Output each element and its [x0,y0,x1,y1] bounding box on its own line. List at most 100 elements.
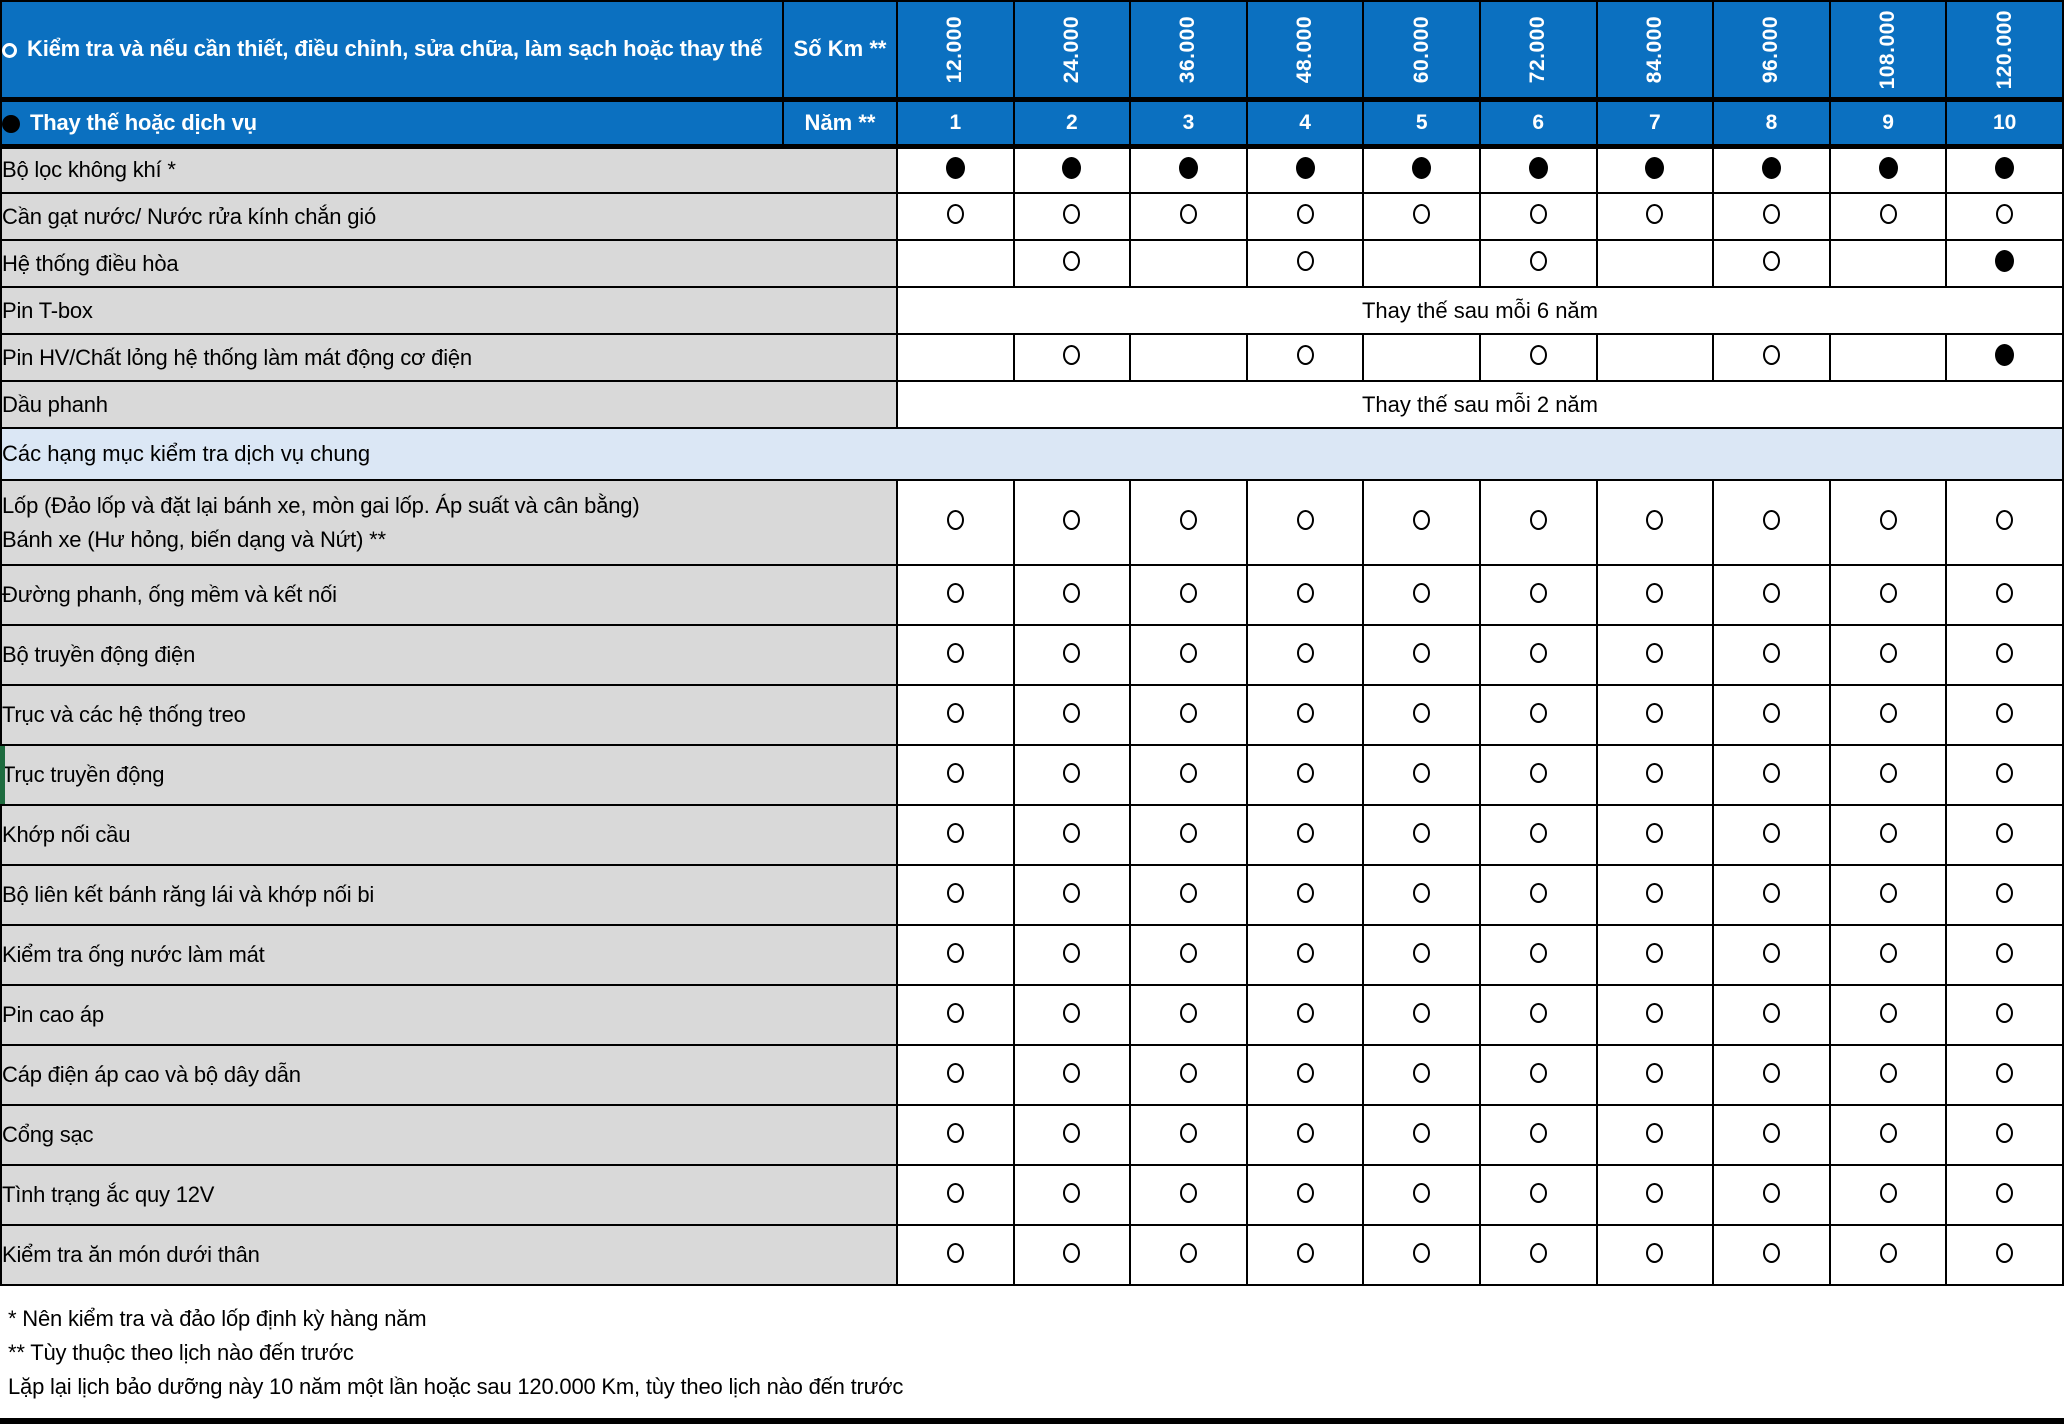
schedule-cell [1012,145,1132,194]
open-circle-icon [1646,762,1664,783]
open-circle-icon [946,642,964,663]
schedule-cell [896,864,1015,926]
filled-circle-icon [945,156,965,179]
schedule-cell [1945,1044,2064,1106]
open-circle-icon [1413,1122,1431,1143]
year-header-2: 2 [1012,98,1132,149]
open-circle-icon [1179,822,1197,843]
schedule-cell [1478,864,1598,926]
schedule-cell [1945,333,2064,382]
schedule-cell [1362,1044,1481,1106]
open-circle-icon [946,702,964,723]
filled-circle-icon [2,114,20,133]
year-header-row-container: Thay thế hoặc dịch vụ Năm ** 1 2 3 4 5 6 7 8 9 10 [0,98,2064,149]
open-circle-icon [946,1062,964,1083]
schedule-cell [1012,864,1132,926]
footnote-1: * Nên kiểm tra và đảo lốp định kỳ hàng n… [8,1306,427,1331]
open-circle-icon [1996,510,2014,530]
open-circle-icon [1063,510,1081,530]
schedule-cell [1362,1224,1481,1286]
table-row: Khớp nối cầu [0,804,2064,866]
open-circle-icon [1296,510,1314,530]
schedule-cell [1012,1164,1132,1226]
schedule-cell [1712,1044,1831,1106]
table-row: Các hạng mục kiểm tra dịch vụ chung [0,427,2064,481]
schedule-cell [1478,564,1598,626]
row-label-text: Tình trạng ắc quy 12V [2,1182,215,1207]
schedule-cell [1945,804,2064,866]
schedule-cell [896,239,1015,288]
km-header-9: 108.000 [1828,0,1948,102]
schedule-cell [1595,1104,1715,1166]
schedule-cell [1362,192,1481,241]
open-circle-icon [1179,642,1197,663]
open-circle-icon [1179,1062,1197,1083]
open-circle-icon [1646,1242,1664,1263]
filled-circle-icon [1995,344,2015,366]
km-header-6: 72.000 [1478,0,1598,102]
schedule-cell [1828,145,1948,194]
footnote-2: ** Tùy thuộc theo lịch nào đến trước [8,1340,354,1365]
open-circle-icon [1529,762,1547,783]
open-circle-icon [946,1242,964,1263]
open-circle-icon [1762,822,1780,843]
open-circle-icon [1296,1062,1314,1083]
open-circle-icon [1296,642,1314,663]
open-circle-icon [1296,1002,1314,1023]
row-label-text: Kiểm tra ống nước làm mát [2,942,265,967]
schedule-cell [1478,624,1598,686]
open-circle-icon [1179,510,1197,530]
open-circle-icon [1063,251,1081,271]
schedule-cell [1245,145,1365,194]
table-row: Lốp (Đảo lốp và đặt lại bánh xe, mòn gai… [0,479,2064,566]
schedule-cell [1828,624,1948,686]
schedule-cell [1245,984,1365,1046]
schedule-cell [1712,564,1831,626]
row-label: Bộ lọc không khí * [0,145,898,194]
schedule-cell [1828,984,1948,1046]
row-label: Hệ thống điều hòa [0,239,898,288]
open-circle-icon [1179,1002,1197,1023]
schedule-cell [1945,1164,2064,1226]
open-circle-icon [1063,1062,1081,1083]
filled-circle-icon [1645,156,1665,179]
open-circle-icon [1996,1182,2014,1203]
open-circle-icon [1646,1122,1664,1143]
open-circle-icon [946,1002,964,1023]
open-circle-icon [1529,1242,1547,1263]
schedule-cell [1478,984,1598,1046]
km-header-5: 60.000 [1362,0,1481,102]
schedule-cell [1012,479,1132,566]
km-header-3: 36.000 [1129,0,1248,102]
footnote-3: Lặp lại lịch bảo dưỡng này 10 năm một lầ… [8,1374,904,1399]
open-circle-icon [1063,582,1081,603]
schedule-cell [1945,145,2064,194]
open-circle-icon [1296,1182,1314,1203]
open-circle-icon [1996,822,2014,843]
open-circle-icon [1879,642,1897,663]
schedule-cell [896,1224,1015,1286]
schedule-cell [1828,1164,1948,1226]
row-label-text: Bộ truyền động điện [2,642,196,667]
open-circle-icon [1529,251,1547,271]
open-circle-icon [1413,702,1431,723]
schedule-cell [1828,1044,1948,1106]
open-circle-icon [1879,1122,1897,1143]
schedule-cell [1362,1104,1481,1166]
table-row: Cáp điện áp cao và bộ dây dẫn [0,1044,2064,1106]
year-header-1: 1 [896,98,1015,149]
open-circle-icon [1063,822,1081,843]
schedule-cell [1012,684,1132,746]
filled-circle-icon [1878,156,1898,179]
schedule-cell [1012,1104,1132,1166]
schedule-cell [1945,924,2064,986]
schedule-cell [1478,744,1598,806]
schedule-cell [1595,239,1715,288]
schedule-cell [1129,684,1248,746]
schedule-cell [1712,744,1831,806]
schedule-cell [1129,984,1248,1046]
schedule-cell [1245,1104,1365,1166]
schedule-cell [1129,1164,1248,1226]
row-label: Khớp nối cầu [0,804,898,866]
schedule-cell [1945,984,2064,1046]
